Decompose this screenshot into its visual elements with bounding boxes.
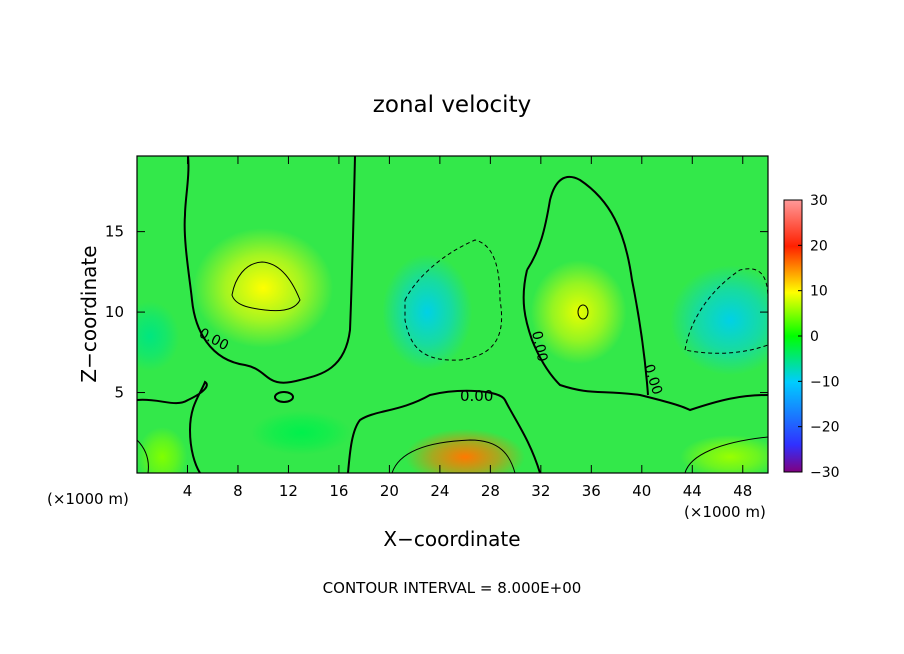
x-tick-label: 24 <box>430 482 449 500</box>
contour-zero-dot <box>274 391 294 403</box>
field-blobs <box>137 227 768 473</box>
x-tick-label: 48 <box>733 482 752 500</box>
field-blob <box>530 260 627 365</box>
field-blob <box>680 434 768 473</box>
field-blob <box>251 410 352 455</box>
x-unit-label: (×1000 m) <box>47 490 129 508</box>
field-blob <box>670 265 768 376</box>
contour-zero-left <box>183 156 356 384</box>
contour-neg-right <box>684 268 768 354</box>
colorbar-tick-label: −30 <box>810 465 840 481</box>
colorbar-tick-label: 30 <box>810 193 828 209</box>
x-tick-label: 36 <box>582 482 601 500</box>
field-blob <box>382 254 473 371</box>
y-axis: 5 10 15 <box>105 223 768 402</box>
contour-pos-center <box>391 439 516 473</box>
y-tick-label: 10 <box>105 303 124 321</box>
contour-label: 0.00 <box>460 387 493 405</box>
contour-label: 0.00 <box>528 330 550 364</box>
contour-pos-br <box>684 436 768 473</box>
contour-pos-dot <box>577 304 589 320</box>
chart-title: zonal velocity <box>373 92 531 118</box>
contour-neg-center <box>404 239 503 361</box>
colorbar-tick-label: 0 <box>810 329 819 345</box>
colorbar-ticks: 30 20 10 0 −10 −20 −30 <box>798 193 840 481</box>
field-blob <box>137 301 180 372</box>
x-tick-label: 16 <box>329 482 348 500</box>
y-tick-label: 5 <box>114 384 124 402</box>
y-tick-label: 15 <box>105 223 124 241</box>
contour-zero-right <box>522 269 768 412</box>
field-blob <box>405 428 526 473</box>
colorbar-tick-label: 10 <box>810 284 828 300</box>
field-blob <box>193 227 334 348</box>
x-tick-label: 20 <box>380 482 399 500</box>
x-axis: 4 8 12 16 20 24 28 32 36 40 44 48 <box>183 156 752 500</box>
contour-lines <box>137 156 768 473</box>
x-unit-label-right: (×1000 m) <box>684 503 766 521</box>
colorbar: 30 20 10 0 −10 −20 −30 <box>783 193 840 481</box>
contour-zero-low <box>137 380 208 473</box>
plot-frame <box>136 155 769 474</box>
contour-interval: CONTOUR INTERVAL = 8.000E+00 <box>323 579 582 597</box>
contour-pos-bl <box>137 439 149 473</box>
x-tick-label: 12 <box>279 482 298 500</box>
x-tick-label: 40 <box>632 482 651 500</box>
contour-pos-left <box>231 261 301 312</box>
contour-zero-center <box>347 389 541 473</box>
x-tick-label: 8 <box>233 482 243 500</box>
x-tick-label: 44 <box>683 482 702 500</box>
colorbar-tick-label: −20 <box>810 420 840 436</box>
colorbar-tick-label: −10 <box>810 374 840 390</box>
x-tick-label: 28 <box>481 482 500 500</box>
contour-zero-arc <box>526 175 649 396</box>
heatmap-field <box>137 156 768 473</box>
x-axis-label: X−coordinate <box>383 527 520 551</box>
y-axis-label: Z−coordinate <box>77 245 101 382</box>
x-tick-label: 4 <box>183 482 193 500</box>
colorbar-tick-label: 20 <box>810 238 828 254</box>
x-tick-label: 32 <box>531 482 550 500</box>
field-blob <box>137 426 188 473</box>
